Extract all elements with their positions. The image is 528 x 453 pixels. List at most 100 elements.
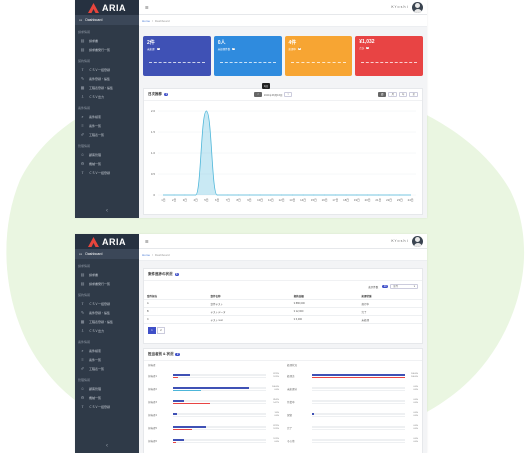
progress-track	[173, 374, 266, 376]
data-point[interactable]	[410, 194, 412, 196]
data-point[interactable]	[345, 194, 347, 196]
data-point[interactable]	[184, 194, 186, 196]
data-point[interactable]	[259, 194, 261, 196]
user-menu[interactable]: ＫＹｏｓｈｉ	[391, 235, 423, 247]
data-point[interactable]	[216, 194, 218, 196]
sidebar-item[interactable]: ⌕ 案件検索	[75, 112, 139, 121]
breadcrumb-home[interactable]: Home	[142, 252, 151, 257]
sidebar-item[interactable]: ✐ 工程表一覧	[75, 364, 139, 373]
table-row[interactable]: B テストデータ ¥ 12,000 完了	[144, 307, 422, 316]
table-row[interactable]: C テスト test ¥ 3,000 未処理	[144, 315, 422, 324]
table-row[interactable]: A 案件テスト ¥ 880,000 進行中	[144, 299, 422, 308]
sidebar-item[interactable]: ☺ 顧客管理	[75, 384, 139, 393]
collapse-sidebar-icon[interactable]: ‹	[106, 208, 108, 214]
summary-card[interactable]: 2件 未処理 1	[143, 36, 211, 76]
filter-select[interactable]: 全件 ▾	[390, 284, 418, 289]
app-logo[interactable]: ARIA	[75, 0, 139, 15]
table-cell: テストデータ	[207, 307, 291, 316]
data-point[interactable]	[367, 194, 369, 196]
assignee-column-title: 担当者	[148, 364, 156, 367]
avatar[interactable]	[412, 1, 423, 13]
column-header[interactable]: 案件名称	[207, 292, 291, 300]
column-header[interactable]: 処理状態	[358, 292, 422, 300]
sidebar-item[interactable]: ▤ 請求書発行一覧	[75, 45, 139, 54]
sidebar-item[interactable]: ▤ 請求書	[75, 270, 139, 279]
x-tick-label: 15日	[311, 198, 317, 202]
column-header[interactable]: 案件担当	[144, 292, 208, 300]
data-point[interactable]	[399, 194, 401, 196]
sidebar-item[interactable]: ⇪ ＣＳＶ一括登録	[75, 299, 139, 308]
wrench-icon: ⚙	[80, 161, 85, 166]
data-point[interactable]	[291, 194, 293, 196]
table-cell: ¥ 12,000	[290, 307, 359, 316]
user-menu[interactable]: ＫＹｏｓｈｉ	[391, 1, 423, 13]
sidebar-item[interactable]: ✐ 工程表一覧	[75, 130, 139, 139]
table-cell: テスト test	[207, 315, 291, 324]
sidebar-item[interactable]: ▦ 工程表登録・編集	[75, 317, 139, 326]
sidebar-item[interactable]: ✎ 案件登録・編集	[75, 74, 139, 83]
range-week-button[interactable]: 週	[377, 92, 387, 97]
app-logo[interactable]: ARIA	[75, 234, 139, 249]
sidebar-item[interactable]: ⇪ ＣＳＶ一括登録	[75, 65, 139, 74]
progress-bar-primary	[173, 426, 206, 428]
data-point[interactable]	[205, 110, 207, 112]
data-point[interactable]	[313, 194, 315, 196]
breadcrumb-separator: /	[152, 252, 153, 257]
aria-logo-icon	[88, 236, 99, 247]
sidebar-item-dashboard[interactable]: ▭ Dashboard	[75, 249, 139, 259]
sidebar-item[interactable]: ⇩ ＣＳＶ出力	[75, 92, 139, 101]
sidebar-item-label: Dashboard	[85, 18, 103, 22]
sidebar-item[interactable]: ⚙ 機械一覧	[75, 393, 139, 402]
sidebar-item[interactable]: ☺ 顧客管理	[75, 150, 139, 159]
data-point[interactable]	[302, 194, 304, 196]
sidebar-item[interactable]: ▤ 請求書	[75, 36, 139, 45]
sidebar-item[interactable]: ⇪ ＣＳＶ一括登録	[75, 168, 139, 177]
progress-bar-secondary	[312, 376, 405, 378]
sidebar-item-label: 案件検索	[89, 348, 102, 353]
collapse-sidebar-icon[interactable]: ‹	[106, 443, 108, 449]
next-date-button[interactable]: >	[284, 92, 292, 97]
breadcrumb: Home / Dashboard	[139, 249, 427, 261]
x-tick-label: 6日	[215, 198, 220, 202]
data-point[interactable]	[356, 194, 358, 196]
sidebar-item[interactable]: ⇪ ＣＳＶ一括登録	[75, 402, 139, 411]
progress-value-secondary: 12.5%	[273, 375, 279, 378]
sidebar-item[interactable]: ▤ 請求書発行一覧	[75, 279, 139, 288]
sidebar-item[interactable]: ▦ 工程表登録・編集	[75, 83, 139, 92]
data-point[interactable]	[281, 194, 283, 196]
data-point[interactable]	[173, 194, 175, 196]
data-point[interactable]	[388, 194, 390, 196]
sidebar-item[interactable]: ⌕ 案件検索	[75, 346, 139, 355]
data-point[interactable]	[334, 194, 336, 196]
progress-value-primary: 87.5%	[273, 424, 279, 427]
range-year-button[interactable]: 年	[398, 92, 408, 97]
data-point[interactable]	[248, 194, 250, 196]
breadcrumb-home[interactable]: Home	[142, 18, 151, 23]
sidebar-item[interactable]: ≡ 案件一覧	[75, 355, 139, 364]
page-button-active[interactable]: 1	[148, 327, 156, 334]
menu-icon[interactable]: ☰	[145, 4, 149, 10]
sidebar-item[interactable]: ≡ 案件一覧	[75, 121, 139, 130]
prev-date-button[interactable]: <	[254, 92, 262, 97]
avatar[interactable]	[412, 235, 423, 247]
range-month-button[interactable]: 月	[388, 92, 397, 97]
summary-card[interactable]: 0人 未処理件数 0	[213, 36, 282, 76]
sidebar-item-dashboard[interactable]: ▭ Dashboard	[75, 15, 139, 25]
data-point[interactable]	[195, 194, 197, 196]
summary-card[interactable]: 4件 処理中 3	[284, 36, 353, 76]
data-point[interactable]	[270, 194, 272, 196]
column-header[interactable]: 契約金額	[290, 292, 359, 300]
data-point[interactable]	[377, 194, 379, 196]
data-point[interactable]	[227, 194, 229, 196]
data-point[interactable]	[162, 194, 164, 196]
progress-bar-secondary	[173, 428, 192, 430]
sidebar-item[interactable]: ⇩ ＣＳＶ出力	[75, 326, 139, 335]
sidebar-item[interactable]: ⚙ 機械一覧	[75, 159, 139, 168]
summary-card[interactable]: ¥1,032 合計 1	[355, 36, 423, 76]
menu-icon[interactable]: ☰	[145, 238, 149, 244]
range-all-button[interactable]: 全	[409, 92, 418, 97]
data-point[interactable]	[238, 194, 240, 196]
sidebar-item[interactable]: ✎ 案件登録・編集	[75, 308, 139, 317]
page-button[interactable]: 2	[157, 327, 165, 334]
data-point[interactable]	[324, 194, 326, 196]
